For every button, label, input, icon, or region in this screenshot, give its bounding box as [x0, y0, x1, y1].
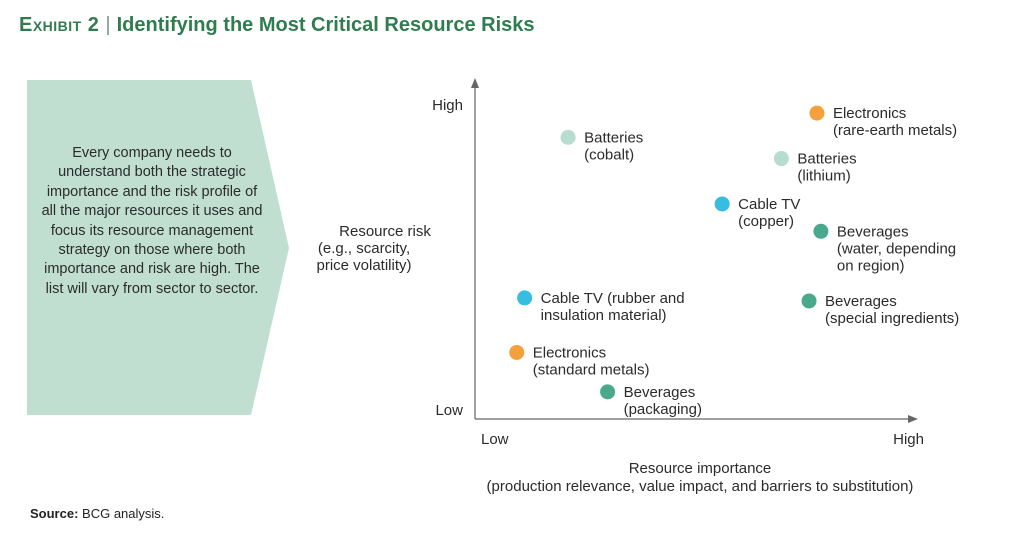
- data-point-beverages: [813, 223, 829, 239]
- title-separator: |: [105, 14, 111, 36]
- exhibit-label: Exhibit 2: [19, 14, 100, 36]
- panel-arrow-shape: [27, 80, 289, 415]
- x-axis-arrowhead: [908, 415, 918, 423]
- y-axis-subtitle-line: (e.g., scarcity,: [318, 240, 410, 257]
- data-point-electronics: [509, 344, 525, 360]
- data-point-label: (copper): [738, 213, 794, 230]
- risk-importance-chart: High Low Low High Resource importance (produc…: [300, 70, 1024, 510]
- x-axis-subtitle: (production relevance, value impact, and…: [487, 478, 914, 495]
- source-label: Source:: [30, 506, 79, 521]
- source-text: BCG analysis.: [82, 506, 165, 521]
- data-point-label: (packaging): [624, 401, 702, 418]
- chart-svg: High Low Low High Resource importance(produc…: [316, 78, 959, 495]
- data-point-cable: [714, 196, 730, 212]
- data-point-label: on region): [837, 257, 905, 274]
- data-point-batteries: [560, 129, 576, 145]
- y-axis-title: Resource risk: [339, 223, 431, 240]
- y-axis-arrowhead: [471, 78, 479, 88]
- data-point-label: Beverages: [837, 223, 909, 240]
- data-point-label: (lithium): [797, 168, 850, 185]
- data-point-beverages: [600, 384, 616, 400]
- panel-text: Every company needs to understand both t…: [41, 145, 263, 297]
- data-point-electronics: [809, 105, 825, 121]
- x-tick-label-high: High: [893, 431, 924, 448]
- y-axis-subtitle-line: price volatility): [316, 257, 411, 274]
- data-point-label: Cable TV (rubber and: [541, 290, 685, 307]
- data-point-batteries: [773, 151, 789, 167]
- data-point-label: (special ingredients): [825, 310, 959, 327]
- source-note: Source: BCG analysis.: [30, 506, 164, 521]
- data-point-cable: [517, 290, 533, 306]
- x-tick-label-low: Low: [481, 431, 509, 448]
- x-axis-title: Resource importance: [629, 460, 772, 477]
- data-point-label: Cable TV: [738, 196, 800, 213]
- data-point-label: Electronics: [533, 344, 606, 361]
- data-point-label: (cobalt): [584, 146, 634, 163]
- exhibit-heading: Identifying the Most Critical Resource R…: [116, 14, 535, 36]
- data-point-label: (standard metals): [533, 361, 650, 378]
- data-point-label: Beverages: [624, 384, 696, 401]
- data-point-label: Electronics: [833, 105, 906, 122]
- y-tick-label-high: High: [432, 97, 463, 114]
- data-point-label: insulation material): [541, 307, 667, 324]
- y-tick-label-low: Low: [435, 402, 463, 419]
- data-point-label: Beverages: [825, 293, 897, 310]
- data-point-label: Batteries: [584, 129, 643, 146]
- data-point-beverages: [801, 293, 817, 309]
- data-point-label: (water, depending: [837, 240, 956, 257]
- data-point-label: Batteries: [797, 151, 856, 168]
- summary-panel: Every company needs to understand both t…: [27, 80, 291, 415]
- data-point-label: (rare-earth metals): [833, 122, 957, 139]
- exhibit-title: Exhibit 2 | Identifying the Most Critical …: [19, 14, 535, 37]
